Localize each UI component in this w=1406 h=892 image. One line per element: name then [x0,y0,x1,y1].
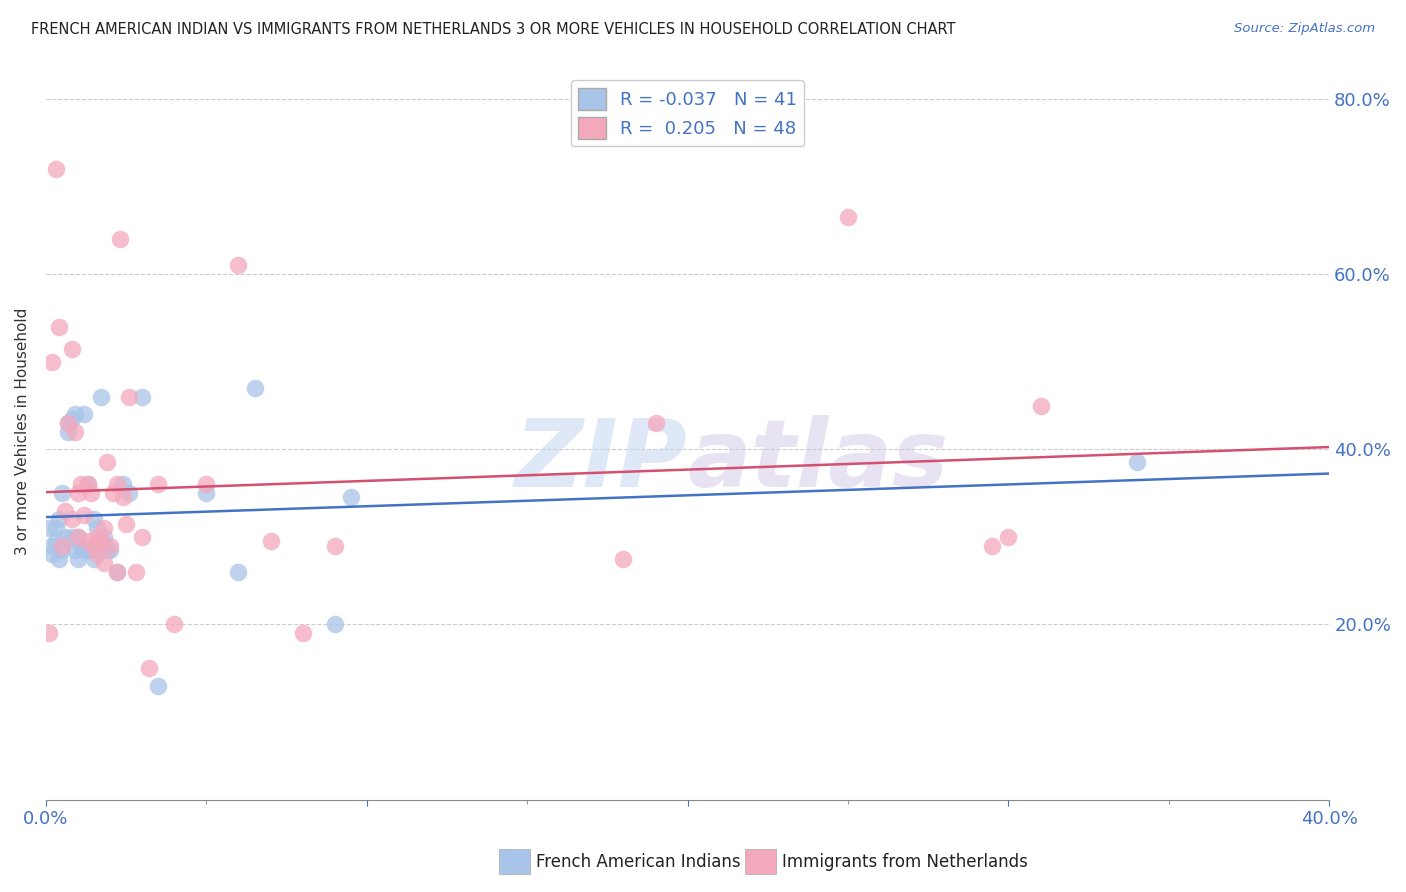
Point [323,617,346,632]
Point [45,162,67,177]
Point [41,539,63,553]
Point [83,539,105,553]
Point [228,565,250,579]
Point [58,425,80,439]
Point [76,534,98,549]
Point [53,530,76,544]
Point [60,342,83,356]
Point [644,416,666,430]
Point [67,551,90,566]
Point [612,551,634,566]
Point [83,512,105,526]
Text: French American Indians: French American Indians [536,853,741,871]
Text: ZIP: ZIP [515,415,688,508]
Point [1029,399,1052,413]
Point [96,543,118,558]
Point [89,390,111,404]
Point [73,407,96,421]
Point [48,319,70,334]
Point [45,534,67,549]
Point [125,565,148,579]
Point [53,503,76,517]
Text: Immigrants from Netherlands: Immigrants from Netherlands [782,853,1028,871]
Point [105,565,128,579]
Legend: R = -0.037   N = 41, R =  0.205   N = 48: R = -0.037 N = 41, R = 0.205 N = 48 [571,80,804,146]
Point [63,425,86,439]
Point [105,477,128,491]
Point [118,390,141,404]
Point [195,477,218,491]
Point [70,477,93,491]
Point [60,411,83,425]
Point [48,551,70,566]
Point [67,530,90,544]
Point [148,679,170,693]
Point [98,543,121,558]
Point [96,455,118,469]
Point [131,390,153,404]
Point [93,530,115,544]
Point [163,617,186,632]
Text: atlas: atlas [688,415,949,508]
Point [115,516,138,531]
Point [93,556,115,570]
Point [38,521,60,535]
Point [86,521,108,535]
Point [118,486,141,500]
Point [89,534,111,549]
Point [76,477,98,491]
Point [58,416,80,430]
Point [981,539,1004,553]
Point [93,521,115,535]
Point [228,259,250,273]
Text: FRENCH AMERICAN INDIAN VS IMMIGRANTS FROM NETHERLANDS 3 OR MORE VEHICLES IN HOUS: FRENCH AMERICAN INDIAN VS IMMIGRANTS FRO… [31,22,956,37]
Point [80,543,103,558]
Point [76,477,98,491]
Text: Source: ZipAtlas.com: Source: ZipAtlas.com [1234,22,1375,36]
Point [291,626,314,640]
Point [243,381,266,395]
Point [259,534,281,549]
Point [63,543,86,558]
Point [63,407,86,421]
Point [70,539,93,553]
Point [60,512,83,526]
Point [83,551,105,566]
Point [837,211,859,225]
Point [51,539,73,553]
Point [148,477,170,491]
Point [51,486,73,500]
Point [108,232,131,246]
Point [103,486,125,500]
Point [111,491,134,505]
Point [41,547,63,561]
Point [67,530,90,544]
Point [73,543,96,558]
Point [339,491,361,505]
Point [111,477,134,491]
Point [131,530,153,544]
Point [60,530,83,544]
Point [997,530,1019,544]
Point [138,661,160,675]
Point [45,521,67,535]
Point [48,512,70,526]
Point [323,539,346,553]
Point [86,530,108,544]
Point [1126,455,1149,469]
Point [105,565,128,579]
Point [86,547,108,561]
Point [51,543,73,558]
Point [80,486,103,500]
Y-axis label: 3 or more Vehicles in Household: 3 or more Vehicles in Household [15,308,30,556]
Point [98,539,121,553]
Point [67,486,90,500]
Point [41,355,63,369]
Point [38,626,60,640]
Point [58,416,80,430]
Point [73,508,96,522]
Point [195,486,218,500]
